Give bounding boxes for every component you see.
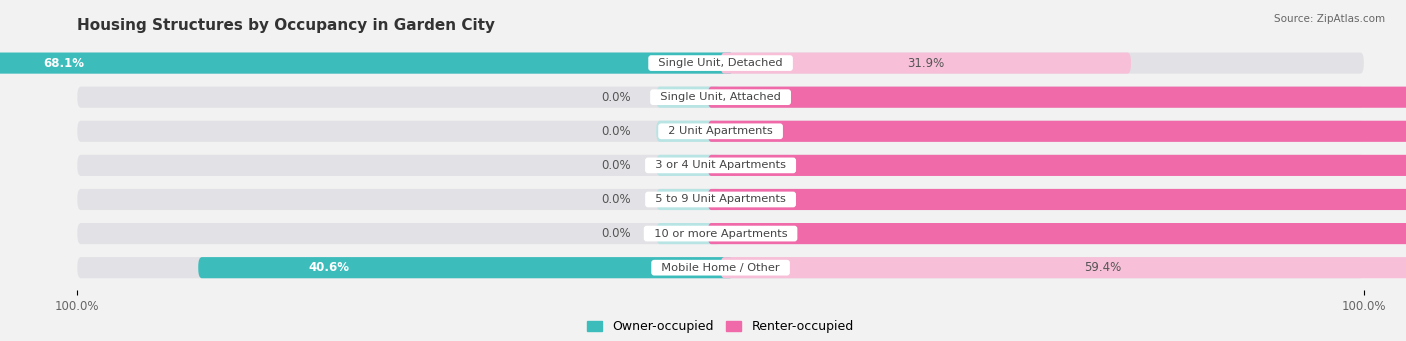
FancyBboxPatch shape <box>77 155 1364 176</box>
Text: 59.4%: 59.4% <box>1084 261 1122 274</box>
Text: 68.1%: 68.1% <box>44 57 84 70</box>
Text: 40.6%: 40.6% <box>308 261 349 274</box>
Text: 0.0%: 0.0% <box>600 91 630 104</box>
Text: 0.0%: 0.0% <box>600 227 630 240</box>
FancyBboxPatch shape <box>707 223 1406 244</box>
FancyBboxPatch shape <box>707 87 1406 108</box>
FancyBboxPatch shape <box>77 257 1364 278</box>
FancyBboxPatch shape <box>707 189 1406 210</box>
Text: 2 Unit Apartments: 2 Unit Apartments <box>661 126 780 136</box>
FancyBboxPatch shape <box>77 223 1364 244</box>
FancyBboxPatch shape <box>657 87 721 108</box>
FancyBboxPatch shape <box>657 223 721 244</box>
FancyBboxPatch shape <box>707 155 1406 176</box>
Text: 31.9%: 31.9% <box>907 57 945 70</box>
Text: Housing Structures by Occupancy in Garden City: Housing Structures by Occupancy in Garde… <box>77 18 495 33</box>
FancyBboxPatch shape <box>657 155 721 176</box>
Text: Single Unit, Detached: Single Unit, Detached <box>651 58 790 68</box>
Text: Mobile Home / Other: Mobile Home / Other <box>654 263 787 273</box>
Text: 3 or 4 Unit Apartments: 3 or 4 Unit Apartments <box>648 160 793 170</box>
Text: 0.0%: 0.0% <box>600 193 630 206</box>
FancyBboxPatch shape <box>77 87 1364 108</box>
Text: Single Unit, Attached: Single Unit, Attached <box>652 92 789 102</box>
FancyBboxPatch shape <box>657 189 721 210</box>
FancyBboxPatch shape <box>707 121 1406 142</box>
FancyBboxPatch shape <box>198 257 734 278</box>
FancyBboxPatch shape <box>0 53 734 74</box>
Text: 0.0%: 0.0% <box>600 125 630 138</box>
Text: Source: ZipAtlas.com: Source: ZipAtlas.com <box>1274 14 1385 24</box>
FancyBboxPatch shape <box>77 121 1364 142</box>
FancyBboxPatch shape <box>657 121 721 142</box>
FancyBboxPatch shape <box>77 189 1364 210</box>
Text: 10 or more Apartments: 10 or more Apartments <box>647 228 794 239</box>
FancyBboxPatch shape <box>721 257 1406 278</box>
Text: 0.0%: 0.0% <box>600 159 630 172</box>
FancyBboxPatch shape <box>77 53 1364 74</box>
Text: 5 to 9 Unit Apartments: 5 to 9 Unit Apartments <box>648 194 793 205</box>
FancyBboxPatch shape <box>721 53 1130 74</box>
Legend: Owner-occupied, Renter-occupied: Owner-occupied, Renter-occupied <box>582 315 859 338</box>
